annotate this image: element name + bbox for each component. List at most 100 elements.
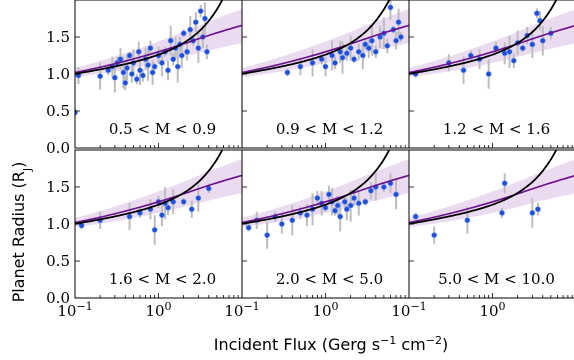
data-point [326,192,331,197]
data-point [152,64,157,69]
data-point [465,218,470,223]
data-point [530,210,535,215]
data-point [150,70,155,75]
panel-mass-label: 0.9 < M < 1.2 [276,120,383,138]
data-point [112,75,117,80]
data-point [535,207,540,212]
data-point [385,43,390,48]
y-tick-label: 0.0 [46,139,70,157]
data-point [344,51,349,56]
model-line-black [240,95,409,224]
data-point [123,80,128,85]
x-axis-title: Incident Flux (Gerg s−1 cm−2) [214,334,448,355]
model-line-black [73,95,242,224]
panel-3: 1.2 < M < 1.6 [407,0,574,148]
data-point [304,213,309,218]
y-tick-label: 1.5 [46,28,70,46]
y-tick-label: 1.0 [46,65,70,83]
data-point [196,196,201,201]
data-point [366,46,371,51]
data-point [179,53,184,58]
data-point [396,20,401,25]
data-point [118,57,123,62]
y-axis-title: Planet Radius (RJ) [9,162,34,303]
data-point [351,196,356,201]
data-point [348,46,353,51]
data-point [373,49,378,54]
data-point [530,42,535,47]
x-tick-label: 10−1 [224,300,259,321]
data-point [338,214,343,219]
x-tick-label: 100 [312,300,338,321]
x-tick-label: 10−1 [57,300,92,321]
data-point [140,73,145,78]
data-point [432,233,437,238]
data-point [369,38,374,43]
data-point [159,60,164,65]
panel-mass-label: 5.0 < M < 10.0 [438,270,555,288]
data-point [332,60,337,65]
data-point [181,31,186,36]
panel-mass-label: 0.5 < M < 0.9 [109,120,216,138]
model-line-black [407,95,574,224]
data-point [127,53,132,58]
data-point [310,60,315,65]
y-tick-label: 0.5 [46,252,70,270]
data-point [290,218,295,223]
data-point [196,46,201,51]
x-tick-label: 10−1 [391,300,426,321]
data-point [165,68,170,73]
data-point [332,208,337,213]
panel-mass-label: 1.6 < M < 2.0 [109,270,216,288]
data-point [168,38,173,43]
data-point [486,71,491,76]
data-point [171,57,176,62]
data-point [204,49,209,54]
data-point [127,214,132,219]
data-point [137,68,142,73]
y-tick-label: 1.5 [46,178,70,196]
data-point [181,199,186,204]
data-point [198,9,203,14]
panel-2: 0.9 < M < 1.2 [240,0,409,148]
data-point [98,74,103,79]
y-tick-label: 1.0 [46,215,70,233]
data-point [335,203,340,208]
data-point [348,203,353,208]
data-point [502,181,507,186]
panel-1: 1.5 1.0 0.5 0.0 0.5 < M < 0.9 [46,0,242,157]
data-point [136,49,141,54]
data-point [520,46,525,51]
data-point [152,227,157,232]
data-point [398,34,403,39]
data-point [315,196,320,201]
data-point [388,5,393,10]
data-point [534,11,539,16]
data-point [175,64,180,69]
data-point [393,38,398,43]
y-tick-label: 0.5 [46,102,70,120]
data-point [124,65,129,70]
data-point [356,49,361,54]
data-point [148,46,153,51]
data-point [202,16,207,21]
data-point [360,53,365,58]
data-point [393,192,398,197]
data-point [340,55,345,60]
data-point [368,188,373,193]
data-point [381,184,386,189]
data-point [193,20,198,25]
data-point [285,70,290,75]
data-point [356,201,361,206]
data-point [121,70,126,75]
data-point [351,57,356,62]
data-point [511,58,516,63]
data-point [134,77,139,82]
data-point [159,213,164,218]
panel-mass-label: 2.0 < M < 5.0 [276,270,383,288]
data-point [279,221,284,226]
data-point [499,210,504,215]
data-point [165,205,170,210]
data-point [188,27,193,32]
